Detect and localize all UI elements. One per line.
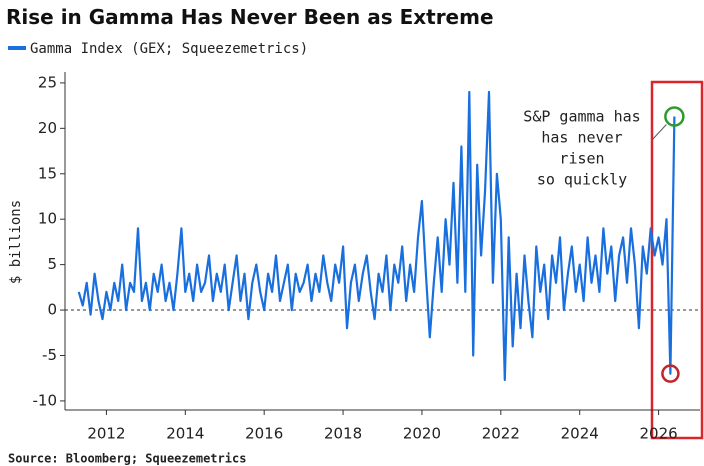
- y-tick-label: 20: [38, 119, 57, 137]
- annotation: risen: [559, 150, 604, 168]
- x-tick-label: 2020: [403, 425, 441, 443]
- x-tick-label: 2026: [639, 425, 677, 443]
- series-line: [77, 90, 676, 382]
- x-tick-label: 2018: [324, 425, 362, 443]
- x-tick-label: 2024: [561, 425, 599, 443]
- legend-label: Gamma Index (GEX; Squeezemetrics): [30, 41, 308, 57]
- annotation: so quickly: [537, 171, 627, 189]
- source: Source: Bloomberg; Squeezemetrics: [8, 452, 246, 466]
- y-tick-label: 0: [47, 301, 57, 319]
- x-tick-label: 2022: [482, 425, 520, 443]
- highlight-box: [650, 80, 704, 440]
- annotation: S&P gamma has: [523, 108, 640, 126]
- y-axis-label: $ billions: [8, 200, 24, 284]
- y-tick-label: -5: [42, 346, 57, 364]
- y-tick-label: 25: [38, 73, 57, 91]
- low-marker: [661, 364, 680, 383]
- y-tick-label: 10: [38, 210, 57, 228]
- y-tick-label: 15: [38, 164, 57, 182]
- x-tick-label: 2016: [245, 425, 283, 443]
- y-tick-label: -10: [33, 391, 58, 409]
- annotation: has never: [541, 129, 622, 147]
- chart-title: Rise in Gamma Has Never Been as Extreme: [6, 5, 494, 29]
- high-marker: [664, 106, 685, 127]
- y-tick-label: 5: [47, 255, 57, 273]
- x-tick-label: 2012: [87, 425, 125, 443]
- annotation-pointer: [651, 124, 667, 141]
- x-tick-label: 2014: [166, 425, 204, 443]
